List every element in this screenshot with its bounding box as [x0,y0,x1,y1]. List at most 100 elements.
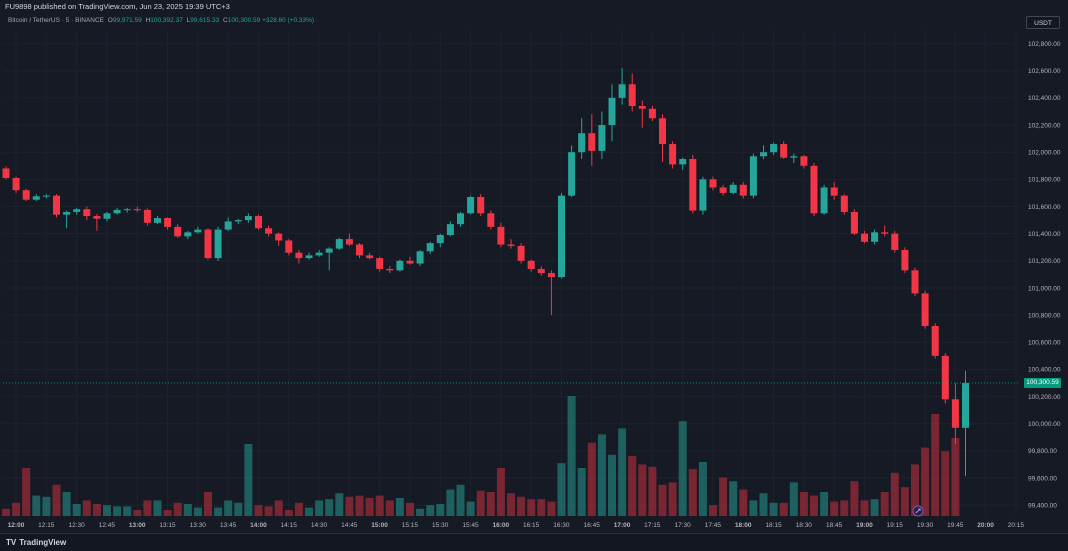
candle-body[interactable] [891,233,899,250]
candle-body[interactable] [588,133,596,151]
candle-body[interactable] [345,239,353,245]
candle-body[interactable] [426,243,434,252]
candle-body[interactable] [477,197,485,214]
candle-body[interactable] [93,216,101,219]
chart-canvas[interactable]: 102,800.00 102,600.00 102,400.00 102,200.00… [0,0,1068,533]
tradingview-logo[interactable]: TV TradingView [6,538,66,547]
candle-body[interactable] [648,108,656,119]
candle-body[interactable] [578,133,586,153]
candle-body[interactable] [770,144,778,153]
candle-body[interactable] [255,216,262,229]
candle-body[interactable] [103,213,111,219]
candle-body[interactable] [820,187,828,214]
candle-body[interactable] [42,195,50,197]
candle-body[interactable] [497,226,505,245]
symbol-name[interactable]: Bitcoin / TetherUS · 5 · BINANCE [8,17,104,24]
candle-body[interactable] [749,156,757,196]
candle-body[interactable] [739,184,747,196]
candle-body[interactable] [73,209,81,212]
candle-body[interactable] [366,255,374,259]
candle-body[interactable] [295,252,303,259]
candle-body[interactable] [174,226,182,237]
candle-body[interactable] [335,239,343,249]
candle-body[interactable] [547,273,555,278]
candle-body[interactable] [669,144,677,165]
candle-body[interactable] [32,196,40,200]
candle-body[interactable] [63,211,71,215]
candle-body[interactable] [194,229,202,233]
candle-body[interactable] [285,240,293,253]
candle-body[interactable] [305,255,313,259]
candle-body[interactable] [12,177,20,191]
candle-body[interactable] [204,229,212,259]
candle-body[interactable] [325,248,333,253]
candle-body[interactable] [83,209,91,217]
candle-body[interactable] [154,218,161,223]
candle-body[interactable] [396,260,404,271]
candle-body[interactable] [780,144,788,158]
currency-selector[interactable]: USDT [1026,16,1060,29]
candle-body[interactable] [164,218,172,227]
candle-body[interactable] [699,179,707,211]
candle-body[interactable] [901,249,909,271]
candle-body[interactable] [861,233,868,242]
candle-body[interactable] [618,84,626,98]
candle-body[interactable] [265,228,273,234]
candle-body[interactable] [537,268,545,274]
candle-body[interactable] [416,251,424,264]
candle-body[interactable] [527,260,535,269]
candle-body[interactable] [840,195,848,212]
candle-body[interactable] [275,233,283,241]
candle-body[interactable] [729,184,737,193]
candle-body[interactable] [598,125,606,151]
candle-body[interactable] [457,213,464,225]
candle-body[interactable] [830,187,838,196]
candle-body[interactable] [436,235,444,244]
candle-body[interactable] [608,97,616,126]
candle-body[interactable] [244,216,252,221]
candle-body[interactable] [214,229,222,259]
candle-body[interactable] [921,293,929,326]
candle-body[interactable] [507,244,515,246]
candle-body[interactable] [406,260,414,264]
candle-body[interactable] [53,195,60,215]
candle-body[interactable] [467,197,475,214]
candle-body[interactable] [931,325,939,356]
candle-body[interactable] [871,232,879,242]
candle-body[interactable] [810,165,818,214]
candle-body[interactable] [881,232,889,234]
candle-body[interactable] [376,258,384,269]
candle-body[interactable] [123,209,131,211]
candle-body[interactable] [224,221,232,230]
candle-body[interactable] [790,156,798,158]
candle-body[interactable] [446,224,454,236]
candle-body[interactable] [709,179,717,188]
candle-body[interactable] [911,270,919,294]
candle-body[interactable] [558,195,565,278]
candle-body[interactable] [760,152,767,157]
symbol-legend[interactable]: Bitcoin / TetherUS · 5 · BINANCE O99,971… [8,15,314,27]
candle-body[interactable] [628,84,636,107]
candle-body[interactable] [951,399,959,428]
candle-body[interactable] [315,252,323,256]
candle-body[interactable] [638,106,646,109]
candle-body[interactable] [800,156,808,166]
candle-body[interactable] [719,187,727,193]
candle-body[interactable] [568,152,576,196]
candle-body[interactable] [659,118,666,145]
candle-body[interactable] [234,220,242,222]
candle-body[interactable] [850,211,858,234]
candle-body[interactable] [517,245,525,261]
candle-body[interactable] [184,232,192,237]
candle-body[interactable] [22,190,30,200]
candle-body[interactable] [689,158,697,211]
candle-body[interactable] [941,355,949,400]
replay-icon[interactable] [912,505,924,517]
candle-body[interactable] [133,209,141,211]
candle-body[interactable] [143,209,151,223]
candle-body[interactable] [679,158,687,165]
candle-body[interactable] [2,168,10,178]
candle-body[interactable] [487,213,495,227]
candle-body[interactable] [386,268,394,271]
candle-body[interactable] [113,209,121,214]
